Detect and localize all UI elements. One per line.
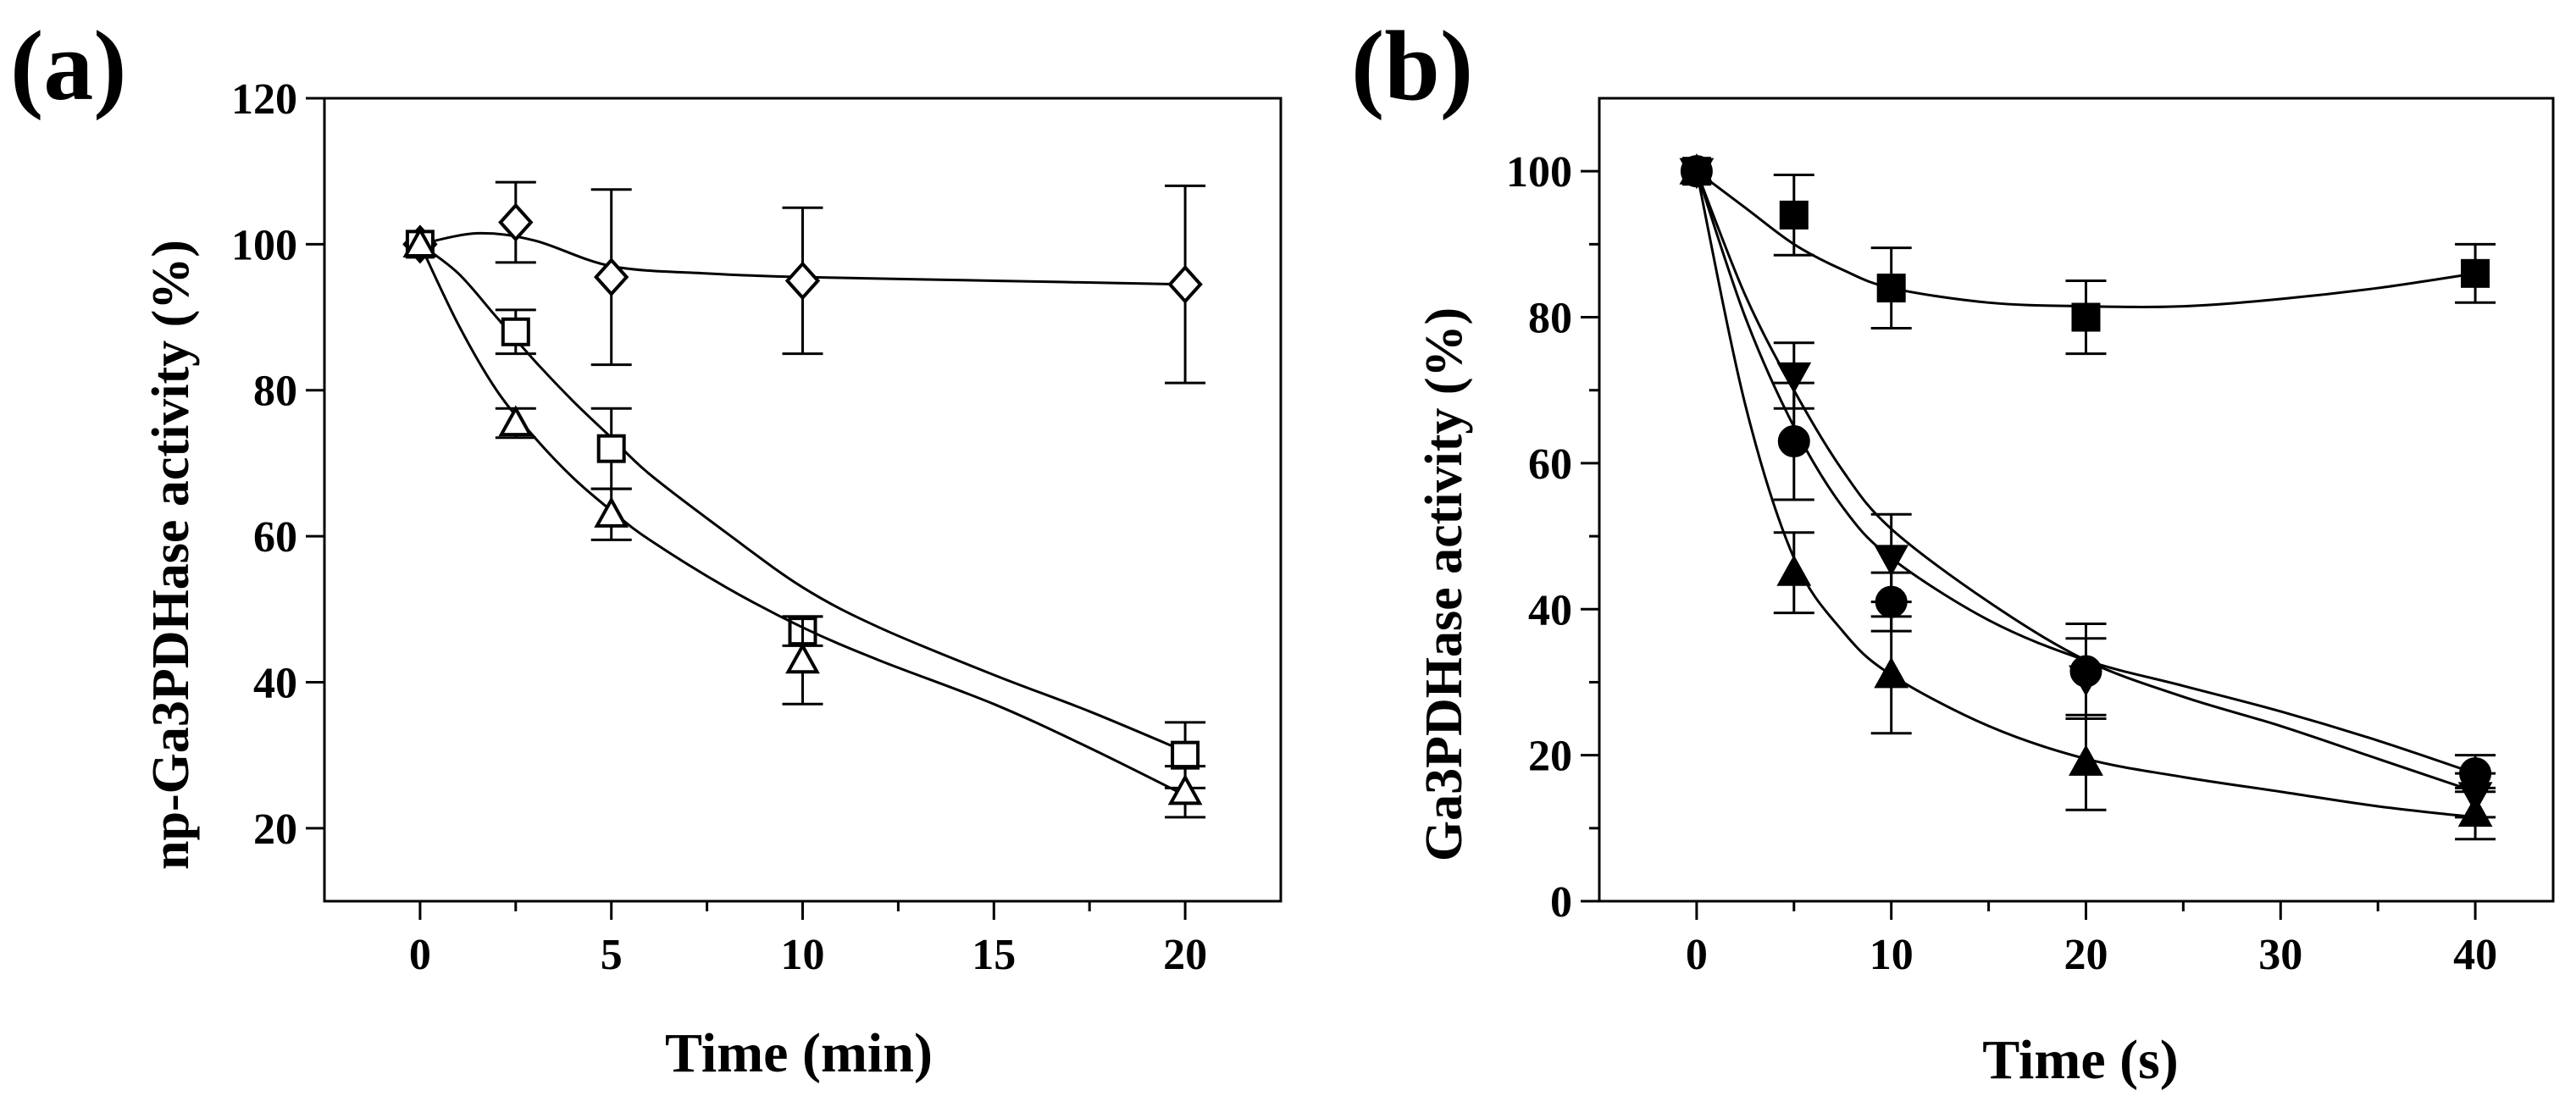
panel-b-ytick-label: 40 <box>1528 586 1572 634</box>
panel-b: (b) 0 10 20 30 40 0 20 40 60 80 100 Time (s) Ga3PD… <box>1351 10 2555 1091</box>
panel-b-xtick-label: 10 <box>1870 931 1914 979</box>
panel-b-point-square-filled <box>1779 200 1809 230</box>
panel-b-xtick-label: 30 <box>2258 931 2302 979</box>
panel-b-point-square-filled <box>2461 258 2490 288</box>
panel-b-point-square-filled <box>2071 302 2101 332</box>
panel-b-ytick-label: 100 <box>1506 148 1572 196</box>
panel-a-point-triangle-open <box>594 496 629 528</box>
panel-b-xtick-label: 0 <box>1686 931 1708 979</box>
panel-a-ylabel: np-Ga3PDHase activity (%) <box>142 240 200 870</box>
panel-b-series-circle-filled <box>1680 155 2496 794</box>
panel-b-point-triangle-up-filled <box>1679 153 1715 185</box>
panel-a-series-triangle-open <box>402 226 1206 819</box>
panel-a-xtick-label: 10 <box>781 931 825 979</box>
panel-b-point-circle-filled <box>1777 425 1810 458</box>
panel-b-series-triangle-up-filled <box>1679 153 2496 841</box>
panel-a: (a) 0 5 10 15 20 20 40 60 80 100 120 Time (min) np… <box>10 10 1282 1084</box>
panel-b-ytick-label: 80 <box>1528 295 1572 343</box>
panel-a-ytick-label: 60 <box>253 513 297 562</box>
panel-a-fit-line <box>418 243 1186 797</box>
panel-a-point-square-open <box>1171 740 1200 770</box>
panel-a-ytick-label: 40 <box>253 659 297 707</box>
panel-a-ytick-label: 80 <box>253 368 297 416</box>
panel-a-point-diamond-open <box>1167 264 1203 304</box>
panel-b-plot-area: 0 10 20 30 40 0 20 40 60 80 100 <box>1506 97 2555 979</box>
panel-b-label: (b) <box>1351 10 1473 121</box>
panel-b-fit-line <box>1695 170 2476 819</box>
panel-b-xtick-label: 20 <box>2064 931 2108 979</box>
panel-a-xtick-label: 5 <box>601 931 623 979</box>
panel-a-ytick-label: 20 <box>253 805 297 854</box>
panel-a-label: (a) <box>10 10 127 121</box>
panel-a-point-square-open <box>596 434 626 463</box>
panel-a-point-triangle-open <box>785 642 820 674</box>
panel-a-ytick-label: 120 <box>231 75 297 124</box>
panel-b-point-triangle-up-filled <box>2069 744 2103 776</box>
panel-a-point-triangle-open <box>1167 773 1203 805</box>
panel-a-plot-area: 0 5 10 15 20 20 40 60 80 100 120 <box>231 75 1282 979</box>
panel-b-ylabel: Ga3PDHase activity (%) <box>1415 307 1473 861</box>
panel-b-ytick-label: 20 <box>1528 733 1572 781</box>
panel-b-xtick-label: 40 <box>2453 931 2497 979</box>
panel-b-point-square-filled <box>1876 274 1906 303</box>
panel-a-xtick-label: 15 <box>972 931 1016 979</box>
panel-a-point-diamond-open <box>498 202 534 242</box>
panel-a-point-diamond-open <box>784 261 821 301</box>
panel-b-series-square-filled <box>1681 157 2496 356</box>
panel-b-point-triangle-up-filled <box>2457 795 2493 827</box>
panel-b-point-triangle-up-filled <box>1874 656 1909 689</box>
panel-b-frame <box>1598 97 2555 903</box>
panel-a-point-diamond-open <box>594 257 629 297</box>
panel-b-point-circle-filled <box>2069 655 2102 688</box>
panel-b-point-triangle-down-filled <box>1776 362 1812 394</box>
panel-b-ytick-label: 60 <box>1528 440 1572 489</box>
panel-b-point-circle-filled <box>2459 757 2492 790</box>
panel-a-point-triangle-open <box>498 405 534 437</box>
panel-a-ytick-label: 100 <box>231 221 297 269</box>
panel-b-fit-line <box>1695 170 2476 794</box>
panel-a-xlabel: Time (min) <box>665 1022 933 1084</box>
panel-a-xtick-label: 0 <box>409 931 431 979</box>
panel-a-fit-line <box>419 231 1186 286</box>
panel-b-xlabel: Time (s) <box>1982 1029 2179 1091</box>
panel-b-point-circle-filled <box>1875 585 1908 618</box>
panel-b-fit-line <box>1695 170 2476 775</box>
panel-b-fit-line <box>1695 169 2476 308</box>
panel-b-point-triangle-up-filled <box>1776 555 1812 586</box>
panel-a-point-triangle-open <box>402 226 438 257</box>
panel-b-ytick-label: 0 <box>1550 878 1572 927</box>
panel-a-point-square-open <box>501 317 530 346</box>
panel-a-xtick-label: 20 <box>1163 931 1207 979</box>
